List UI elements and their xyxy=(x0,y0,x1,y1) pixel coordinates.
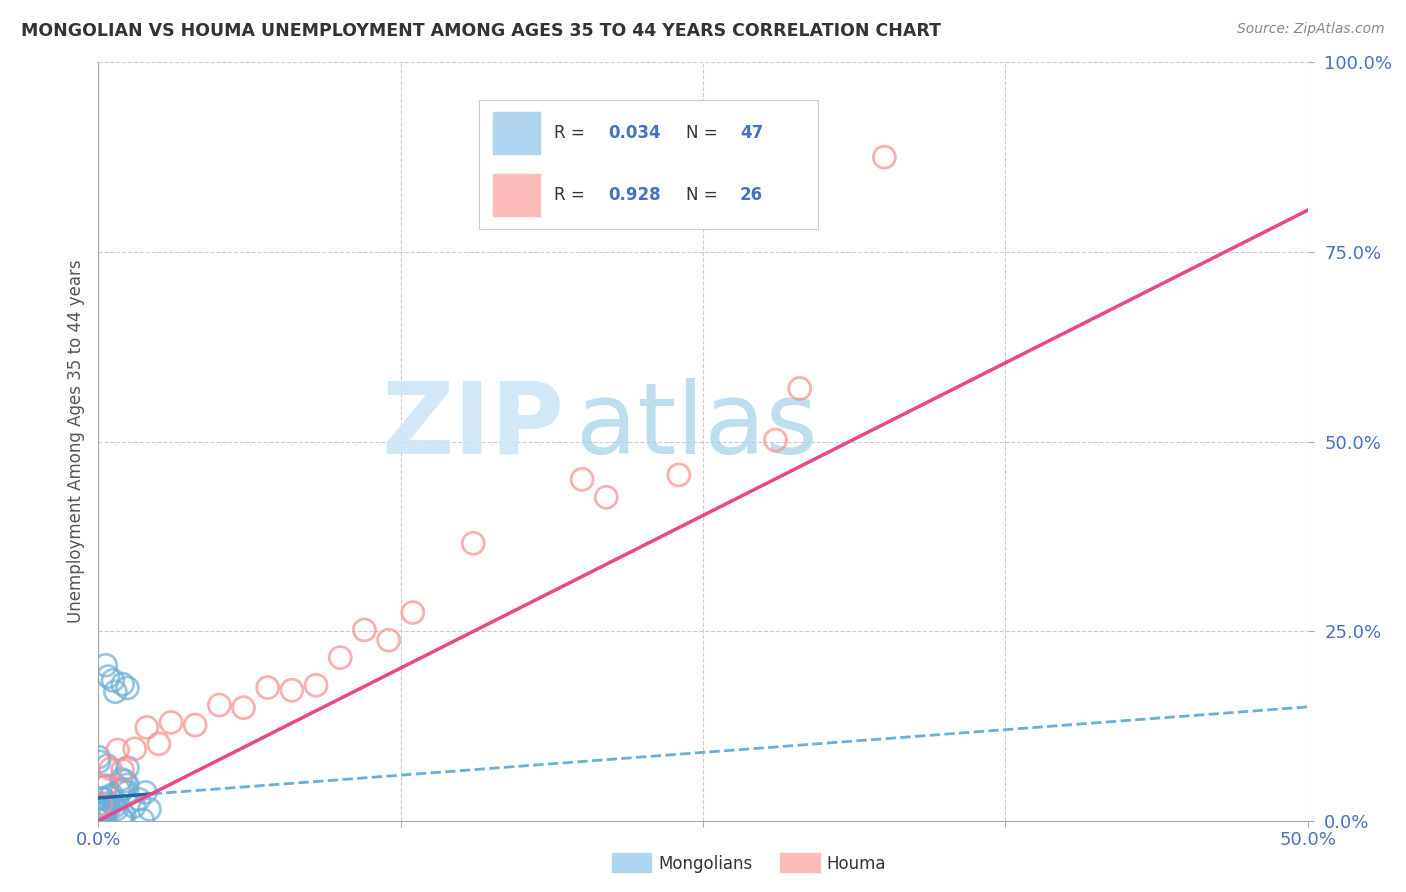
Point xyxy=(105,802,128,816)
Point xyxy=(96,758,118,772)
Point xyxy=(595,490,617,504)
Point xyxy=(256,681,278,695)
Point xyxy=(90,801,112,815)
Text: Source: ZipAtlas.com: Source: ZipAtlas.com xyxy=(1237,22,1385,37)
Point xyxy=(353,623,375,637)
Point xyxy=(101,673,124,688)
Point xyxy=(463,536,485,550)
Point xyxy=(571,473,593,487)
Point xyxy=(377,633,399,648)
Point xyxy=(117,778,139,792)
Point xyxy=(87,750,110,764)
Point xyxy=(111,813,134,827)
Point xyxy=(329,650,352,665)
Point xyxy=(122,799,145,814)
Point xyxy=(131,813,153,827)
Point xyxy=(873,150,896,164)
Text: ZIP: ZIP xyxy=(381,378,564,475)
Point xyxy=(114,774,136,789)
Point xyxy=(94,780,117,794)
Point xyxy=(94,812,117,826)
Point xyxy=(402,606,425,620)
Point xyxy=(128,792,150,806)
Point xyxy=(90,805,112,820)
Point xyxy=(111,763,134,777)
Text: MONGOLIAN VS HOUMA UNEMPLOYMENT AMONG AGES 35 TO 44 YEARS CORRELATION CHART: MONGOLIAN VS HOUMA UNEMPLOYMENT AMONG AG… xyxy=(21,22,941,40)
Point xyxy=(93,811,115,825)
Point xyxy=(135,720,157,734)
Point xyxy=(107,743,129,757)
Point xyxy=(97,669,120,683)
Point xyxy=(668,467,690,482)
Point xyxy=(94,779,117,793)
Point xyxy=(93,797,115,811)
Point xyxy=(94,799,117,814)
Point xyxy=(101,788,124,802)
Point xyxy=(111,811,134,825)
Point xyxy=(89,804,111,818)
Point xyxy=(90,806,112,821)
Point xyxy=(100,762,122,776)
Point xyxy=(112,808,135,822)
Point xyxy=(184,718,207,732)
Point xyxy=(117,681,139,695)
Point xyxy=(90,797,112,812)
Point xyxy=(117,761,139,775)
Point xyxy=(87,755,110,769)
Text: atlas: atlas xyxy=(576,378,818,475)
Point xyxy=(91,791,114,805)
Point xyxy=(124,741,146,756)
Point xyxy=(765,433,787,447)
Point xyxy=(281,683,304,698)
Point xyxy=(94,658,117,673)
Point xyxy=(232,700,254,714)
Text: Houma: Houma xyxy=(827,855,886,873)
Point xyxy=(94,806,117,821)
Text: Mongolians: Mongolians xyxy=(658,855,752,873)
Point xyxy=(208,698,231,712)
Point xyxy=(108,783,131,797)
Point xyxy=(98,790,121,805)
Point xyxy=(115,785,138,799)
Point xyxy=(160,715,183,730)
Point xyxy=(789,382,811,396)
Point xyxy=(134,785,156,799)
Point xyxy=(94,802,117,816)
Point xyxy=(138,802,160,816)
Point xyxy=(89,806,111,821)
Point xyxy=(103,799,125,814)
Y-axis label: Unemployment Among Ages 35 to 44 years: Unemployment Among Ages 35 to 44 years xyxy=(66,260,84,624)
Point xyxy=(110,772,132,787)
Point xyxy=(111,677,134,691)
Point xyxy=(305,678,328,692)
Point xyxy=(90,792,112,806)
Point xyxy=(104,685,127,699)
Point xyxy=(93,810,115,824)
Point xyxy=(148,737,170,751)
Point xyxy=(98,801,121,815)
Point xyxy=(90,814,112,828)
Point xyxy=(91,806,114,821)
Point xyxy=(111,783,134,797)
Point xyxy=(91,804,114,818)
